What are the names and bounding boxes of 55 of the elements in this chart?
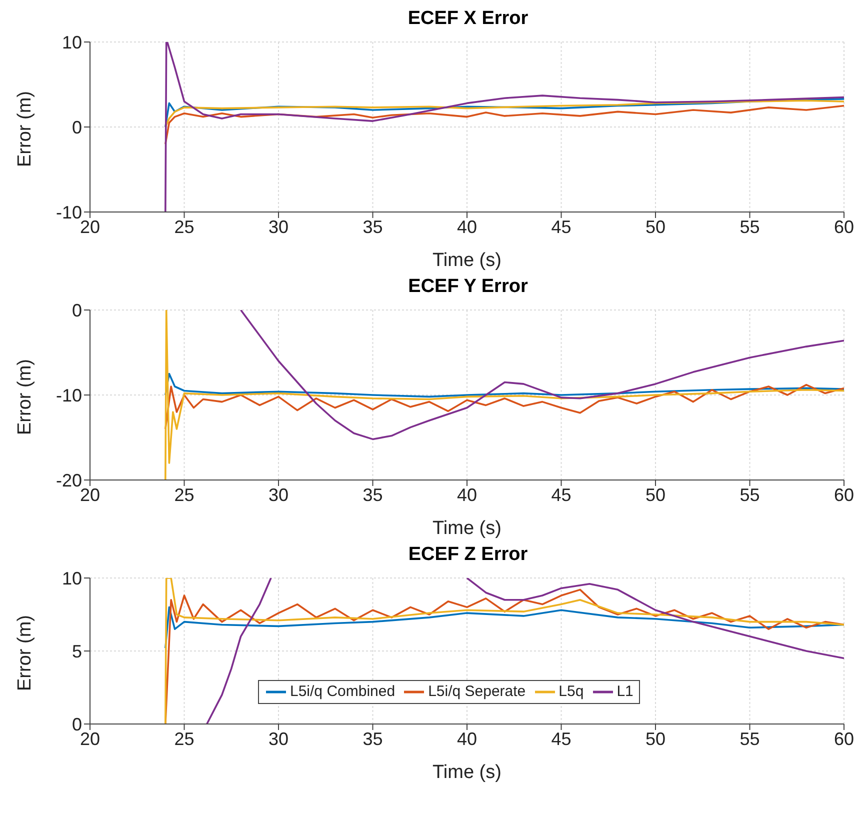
x-tick-label: 30 (268, 216, 289, 237)
y-tick-label: 0 (72, 117, 82, 138)
x-tick-label: 30 (268, 728, 289, 749)
chart-title: ECEF X Error (406, 8, 530, 30)
y-axis-title: Error (m) (14, 615, 36, 691)
line-series (164, 384, 844, 430)
line-series (240, 310, 844, 440)
y-axis-title: Error (m) (14, 359, 36, 435)
y-tick-label: 10 (62, 568, 82, 588)
x-tick-label: 30 (268, 484, 289, 505)
x-tick-label: 60 (834, 216, 854, 237)
x-axis-title: Time (s) (432, 518, 502, 539)
line-series (164, 372, 844, 398)
x-tick-label: 20 (80, 728, 100, 749)
x-tick-label: 50 (645, 728, 666, 749)
y-tick-label: 5 (72, 641, 82, 662)
x-tick-label: 40 (456, 728, 478, 749)
x-tick-label: 25 (174, 728, 194, 749)
y-tick-label: -10 (56, 202, 82, 222)
x-tick-label: 20 (80, 484, 100, 505)
x-tick-label: 55 (740, 728, 760, 749)
x-axis-title: Time (s) (432, 250, 502, 271)
x-tick-label: 35 (362, 728, 383, 749)
x-tick-label: 60 (834, 728, 854, 749)
x-tick-label: 45 (551, 216, 572, 237)
x-tick-label: 35 (362, 484, 383, 505)
line-series (164, 104, 844, 145)
line-series (164, 42, 844, 212)
x-tick-label: 50 (645, 216, 666, 237)
x-tick-label: 20 (80, 216, 100, 237)
x-tick-label: 25 (174, 484, 194, 505)
y-tick-label: 10 (62, 32, 82, 52)
y-tick-label: 0 (72, 714, 82, 734)
legend-label: L5q (558, 682, 584, 702)
x-tick-label: 45 (551, 728, 572, 749)
x-tick-label: 50 (645, 484, 666, 505)
x-axis-title: Time (s) (432, 762, 502, 783)
y-tick-label: -10 (56, 385, 82, 406)
x-tick-label: 35 (362, 216, 383, 237)
y-tick-label: -20 (56, 470, 82, 490)
chart-title: ECEF Y Error (407, 276, 529, 298)
x-tick-label: 55 (740, 216, 760, 237)
legend-label: L5i/q Seperate (428, 682, 526, 702)
line-series (164, 310, 844, 480)
x-tick-label: 40 (456, 216, 478, 237)
legend-label: L1 (616, 682, 634, 702)
x-tick-label: 40 (456, 484, 478, 505)
y-axis-title: Error (m) (14, 91, 36, 167)
x-tick-label: 25 (174, 216, 194, 237)
chart-title: ECEF Z Error (407, 544, 529, 566)
y-tick-label: 0 (72, 300, 82, 320)
x-tick-label: 60 (834, 484, 854, 505)
x-tick-label: 55 (740, 484, 760, 505)
legend-label: L5i/q Combined (290, 682, 396, 702)
x-tick-label: 45 (551, 484, 572, 505)
